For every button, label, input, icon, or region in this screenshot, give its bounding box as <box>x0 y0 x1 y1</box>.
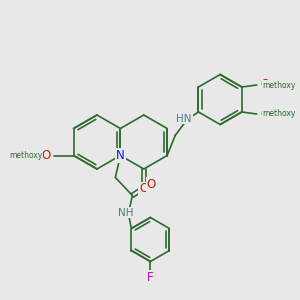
Text: methoxy: methoxy <box>262 110 296 118</box>
Text: N: N <box>116 149 125 162</box>
Text: methoxy: methoxy <box>9 151 42 160</box>
Text: F: F <box>147 271 154 284</box>
Text: NH: NH <box>118 208 133 218</box>
Text: O: O <box>147 178 156 191</box>
Text: O: O <box>260 107 269 121</box>
Text: O: O <box>41 149 50 162</box>
Text: O: O <box>260 79 269 92</box>
Text: O: O <box>139 182 148 196</box>
Text: methoxy: methoxy <box>262 80 296 89</box>
Text: HN: HN <box>176 113 192 124</box>
